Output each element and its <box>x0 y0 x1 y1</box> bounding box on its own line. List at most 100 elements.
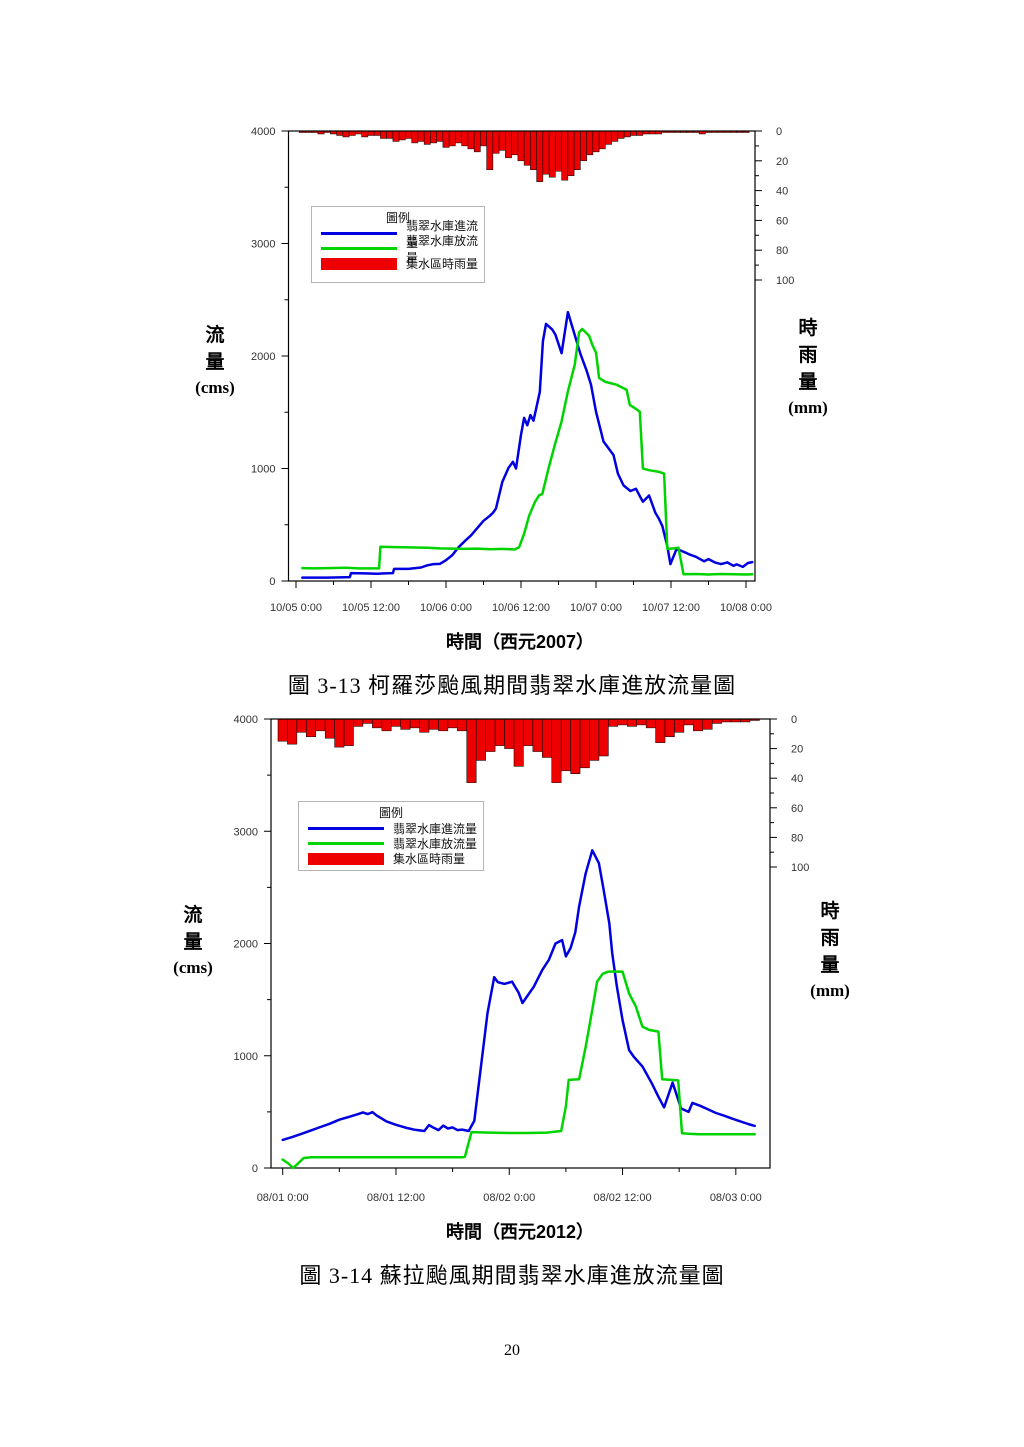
rain-bar <box>367 130 375 136</box>
inflow-line-swatch <box>321 232 397 235</box>
rain-bar <box>664 718 675 738</box>
y-right-tick-label: 80 <box>791 832 803 844</box>
rain-bar <box>586 130 594 156</box>
rain-bar <box>570 718 581 775</box>
rain-bar <box>542 130 550 175</box>
rain-bar <box>475 718 486 761</box>
plot-frame <box>287 130 756 582</box>
y-left-tick-label: 1000 <box>234 1051 258 1063</box>
rain-bar <box>381 718 392 732</box>
rain-bar <box>494 718 505 746</box>
y-left-axis-title-chart1: 流量 (cms) <box>185 322 245 398</box>
y-right-tick-label: 100 <box>776 275 794 287</box>
x-axis-title-chart2: 時間（西元2012） <box>445 1222 595 1242</box>
x-tick-label: 08/01 0:00 <box>257 1192 309 1204</box>
rain-bar <box>348 130 356 136</box>
rain-bar <box>362 718 373 724</box>
flow-unit: (cms) <box>173 958 213 977</box>
rain-bar <box>617 130 625 139</box>
rain-bar <box>505 130 512 159</box>
y-left-tick-label: 3000 <box>251 239 275 251</box>
rain-bar <box>551 718 562 783</box>
rain-bar <box>343 718 354 746</box>
rain-bar <box>398 130 406 141</box>
outflow-line-swatch <box>321 247 397 250</box>
y-right-axis-title-chart2: 時雨量 (mm) <box>800 898 860 1001</box>
legend-item-rain: 集水區時雨量 <box>299 851 483 866</box>
y-right-tick-label: 100 <box>791 862 809 874</box>
rain-bar <box>580 130 587 162</box>
rain-bar <box>334 718 345 748</box>
rain-bar <box>589 718 600 761</box>
flow-unit: (cms) <box>195 378 235 397</box>
rain-bar <box>417 130 425 142</box>
rain-bar <box>336 130 344 136</box>
legend-label: 翡翠水庫放流量 <box>393 837 478 851</box>
legend-chart1: 圖例 翡翠水庫進流量 翡翠水庫放流量 集水區時雨量 <box>311 206 485 283</box>
legend-label: 翡翠水庫放流量 <box>406 233 479 265</box>
rain-bar <box>636 718 647 726</box>
y-right-tick-label: 60 <box>776 215 788 227</box>
rain-bar <box>428 718 439 730</box>
figure-caption-3-13: 圖 3-13 柯羅莎颱風期間翡翠水庫進放流量圖 <box>287 673 737 698</box>
y-left-tick-label: 2000 <box>251 351 275 363</box>
rain-bar <box>517 130 525 162</box>
rain-bar <box>513 718 524 767</box>
figure-caption-3-14: 圖 3-14 蘇拉颱風期間翡翠水庫進放流量圖 <box>299 1263 725 1288</box>
legend-label: 集水區時雨量 <box>406 257 479 271</box>
y-right-tick-label: 20 <box>791 744 803 756</box>
rain-bar <box>380 130 387 139</box>
rain-bar <box>711 718 722 724</box>
rain-label: 時雨量 <box>820 901 840 976</box>
legend-label: 翡翠水庫進流量 <box>393 822 478 836</box>
rain-bar-swatch <box>308 852 384 865</box>
rain-bar <box>598 718 609 757</box>
rain-bar <box>386 130 394 139</box>
rain-bar <box>511 130 519 156</box>
y-right-tick-label: 80 <box>776 245 788 257</box>
rain-bar <box>560 718 571 772</box>
rain-bar <box>630 130 637 136</box>
x-axis-title-chart1: 時間（西元2007） <box>445 632 595 652</box>
y-right-axis-title-chart1: 時雨量 (mm) <box>778 315 838 418</box>
rain-bar <box>561 130 569 181</box>
rain-label: 時雨量 <box>798 318 818 393</box>
inflow-line <box>281 849 756 1142</box>
outflow-line <box>301 327 754 576</box>
x-tick-label: 10/05 12:00 <box>342 602 400 614</box>
y-left-tick-label: 1000 <box>251 464 275 476</box>
legend-item-outflow: 翡翠水庫放流量 <box>299 836 483 851</box>
y-right-tick-label: 20 <box>776 156 788 168</box>
rain-bar <box>277 718 288 742</box>
rain-bar <box>567 130 575 176</box>
rain-bar <box>438 718 449 732</box>
plot-frame <box>270 718 771 1169</box>
rain-bar <box>296 718 307 733</box>
rain-bar <box>473 130 481 153</box>
rain-bar <box>466 718 477 783</box>
rain-bar <box>480 130 487 147</box>
y-left-tick-label: 2000 <box>234 939 258 951</box>
rain-unit: (mm) <box>788 398 828 417</box>
y-right-tick-label: 40 <box>791 773 803 785</box>
rain-bar <box>400 718 411 730</box>
chart-figure-3-13: 0 1000 2000 3000 4000 0 20 40 60 80 100 10/05 0:00 1… <box>251 126 794 614</box>
rain-bar <box>342 130 350 138</box>
rain-bar <box>485 718 496 752</box>
y-left-tick-label: 4000 <box>251 126 275 138</box>
rain-bar <box>605 130 612 145</box>
rain-bar <box>598 130 606 150</box>
rain-bar <box>411 130 419 144</box>
legend-item-inflow: 翡翠水庫進流量 <box>299 821 483 836</box>
rain-bar <box>504 718 515 749</box>
x-tick-label: 08/01 12:00 <box>367 1192 425 1204</box>
x-tick-label: 10/06 0:00 <box>420 602 472 614</box>
y-right-tick-label: 60 <box>791 803 803 815</box>
rain-bar <box>530 130 537 170</box>
legend-item-inflow: 翡翠水庫進流量 <box>312 219 484 250</box>
legend-item-rain: 集水區時雨量 <box>312 256 484 271</box>
flow-label: 流量 <box>205 325 225 373</box>
y-left-tick-label: 4000 <box>234 714 258 726</box>
rain-bar <box>457 718 468 732</box>
